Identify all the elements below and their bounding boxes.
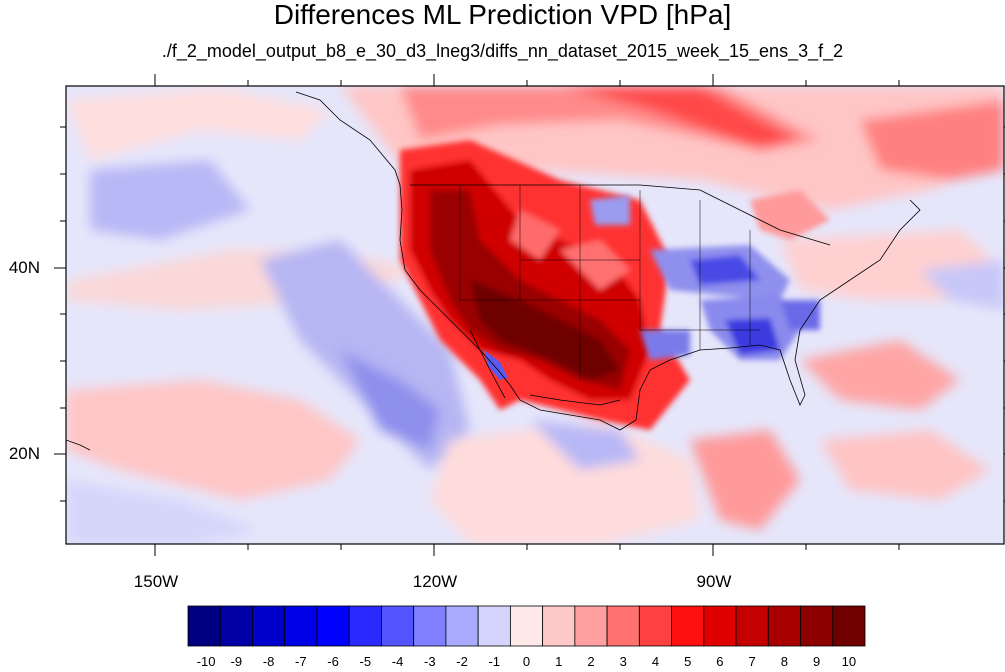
colorbar-swatch (445, 605, 479, 647)
state-borders (459, 185, 760, 380)
colorbar-swatch (735, 605, 769, 647)
colorbar-swatch (477, 605, 511, 647)
map-frame (65, 85, 1005, 545)
lon-tick-label-120w: 120W (412, 572, 458, 591)
lat-tick-label-40n: 40N (8, 258, 40, 277)
colorbar-swatch (574, 605, 608, 647)
lon-tick-label-150w: 150W (133, 572, 179, 591)
colorbar-tick-label: -7 (295, 654, 307, 669)
coastline-overlay (66, 91, 921, 451)
colorbar-swatch (671, 605, 705, 647)
colorbar-swatch (316, 605, 350, 647)
colorbar-swatch (348, 605, 382, 647)
colorbar-tick-label: -9 (230, 654, 243, 669)
colorbar-tick-label: 1 (555, 654, 563, 669)
colorbar-swatch (767, 605, 801, 647)
colorbar-tick-label: 0 (522, 654, 531, 669)
colorbar-swatch (219, 605, 253, 647)
colorbar-swatch (606, 605, 640, 647)
colorbar-swatch (413, 605, 447, 647)
page-title: Differences ML Prediction VPD [hPa] (273, 0, 732, 30)
colorbar-tick-label: -6 (327, 654, 339, 669)
page-subtitle: ./f_2_model_output_b8_e_30_d3_lneg3/diff… (161, 41, 844, 61)
colorbar-swatch (832, 605, 866, 647)
colorbar-swatch (187, 605, 221, 647)
colorbar-tick-label: 10 (841, 654, 857, 669)
colorbar-tick-label: 6 (716, 654, 724, 669)
colorbar (187, 605, 866, 647)
colorbar-tick-label: -3 (424, 654, 436, 669)
axis-ticks (54, 74, 1005, 556)
colorbar-swatch (252, 605, 286, 647)
colorbar-swatch (703, 605, 737, 647)
colorbar-swatch (638, 605, 672, 647)
colorbar-tick-label: -4 (391, 654, 404, 669)
colorbar-tick-label: -10 (196, 654, 216, 669)
lat-tick-label-20n: 20N (8, 444, 40, 463)
colorbar-tick-label: -5 (359, 654, 372, 669)
colorbar-swatch (800, 605, 834, 647)
colorbar-tick-label: -2 (456, 654, 468, 669)
colorbar-swatch (542, 605, 576, 647)
colorbar-swatch (509, 605, 544, 647)
colorbar-swatch (284, 605, 318, 647)
colorbar-swatch (381, 605, 415, 647)
colorbar-tick-label: 9 (813, 654, 821, 669)
colorbar-tick-label: 5 (684, 654, 692, 669)
colorbar-tick-label: 3 (619, 654, 627, 669)
colorbar-tick-label: -8 (262, 654, 275, 669)
lon-tick-label-90w: 90W (696, 572, 732, 591)
colorbar-tick-label: 8 (780, 654, 788, 669)
colorbar-tick-label: -1 (488, 654, 501, 669)
vpd-difference-field (66, 86, 1004, 544)
colorbar-tick-label: 7 (748, 654, 756, 669)
colorbar-tick-label: 2 (587, 654, 595, 669)
colorbar-tick-label: 4 (651, 654, 660, 669)
